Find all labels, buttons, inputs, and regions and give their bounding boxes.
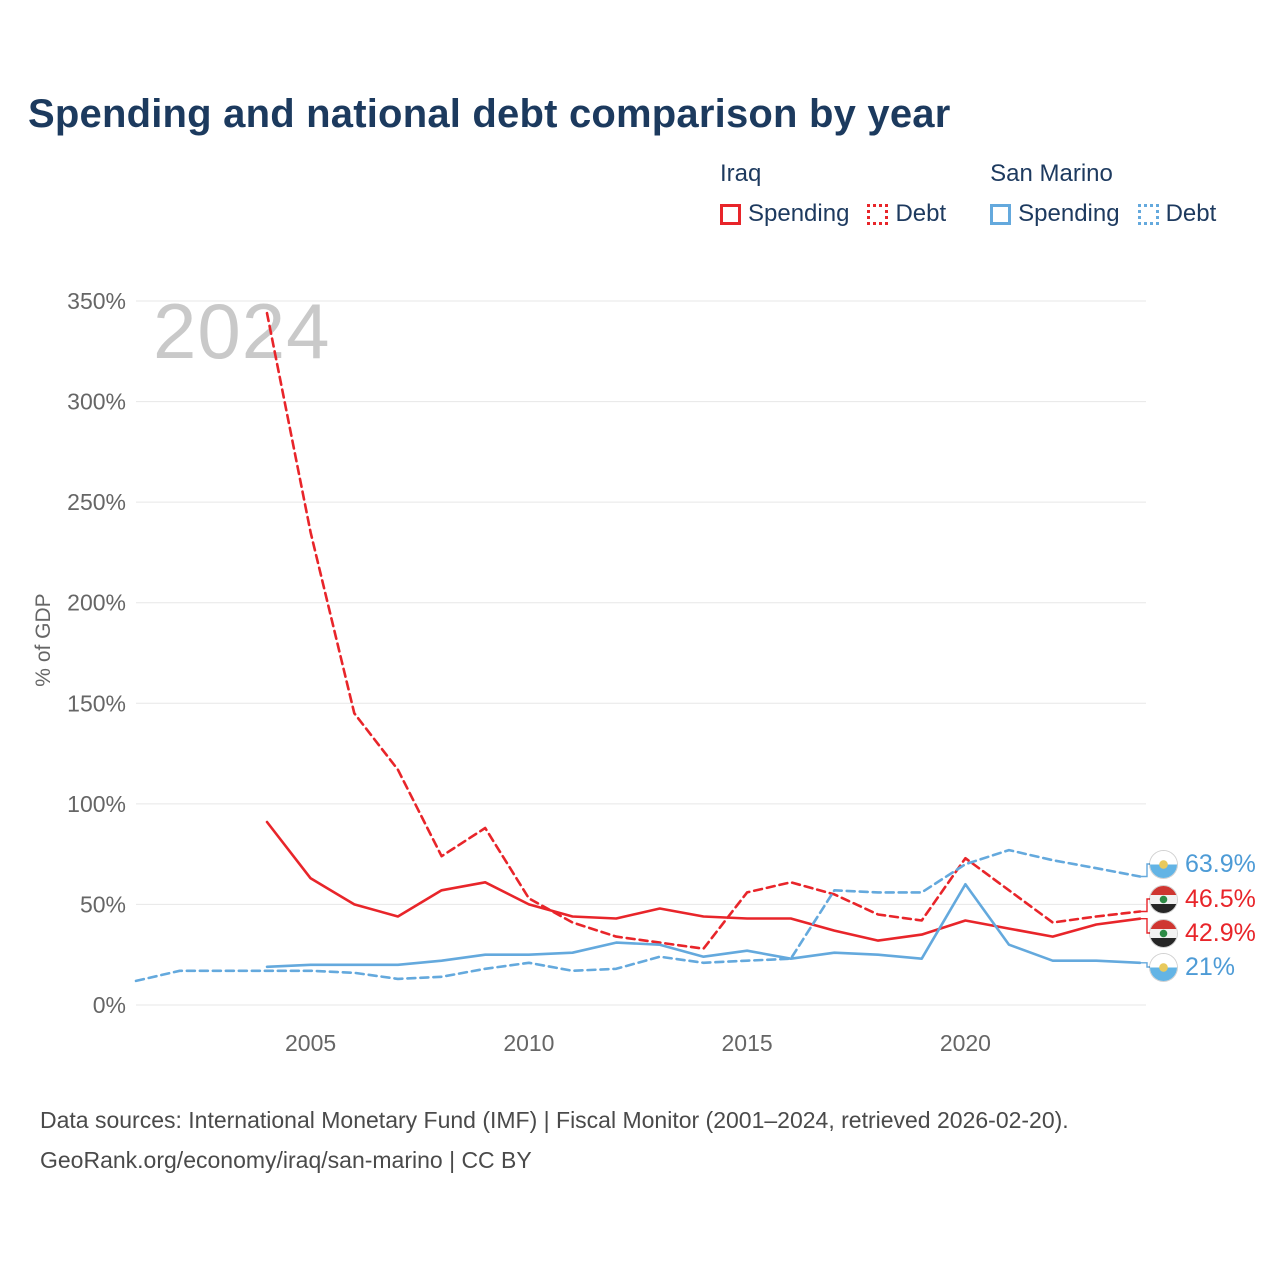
chart-title: Spending and national debt comparison by… [28, 92, 951, 136]
y-tick-label: 300% [67, 389, 126, 415]
san-marino-flag-icon [1150, 953, 1177, 981]
iraq-spending-swatch-icon [720, 203, 741, 225]
legend: Iraq Spending Debt San Marino Spending [720, 160, 1216, 228]
end-label-iraq-spending: 42.9% [1150, 918, 1256, 948]
legend-items-san-marino: Spending Debt [990, 200, 1216, 228]
legend-items-iraq: Spending Debt [720, 200, 946, 228]
end-label-iraq-debt: 46.5% [1150, 884, 1256, 914]
legend-item-iraq-debt: Debt [867, 200, 946, 228]
label-connector [1141, 898, 1152, 913]
footer-line-2: GeoRank.org/economy/iraq/san-marino | CC… [40, 1147, 532, 1173]
end-label-value-iraq-debt: 46.5% [1185, 884, 1256, 913]
legend-group-san-marino: San Marino Spending Debt [990, 160, 1216, 228]
legend-item-san-marino-spending: Spending [990, 200, 1120, 228]
line-san-marino-spending [265, 882, 1142, 969]
end-label-san-marino-spending: 21% [1150, 952, 1235, 982]
y-tick-label: 50% [80, 891, 126, 917]
legend-country-san-marino: San Marino [990, 160, 1113, 187]
line-iraq-spending [265, 820, 1142, 942]
legend-country-iraq: Iraq [720, 160, 762, 187]
line-iraq-debt [265, 311, 1142, 951]
legend-label-san-marino-debt: Debt [1165, 200, 1217, 227]
x-tick-label: 2020 [940, 1030, 991, 1056]
iraq-flag-icon [1150, 919, 1177, 947]
x-tick-label: 2005 [285, 1030, 336, 1056]
iraq-debt-swatch-icon [867, 203, 889, 225]
san-marino-debt-swatch-icon [1137, 203, 1159, 225]
san-marino-flag-icon [1150, 850, 1177, 878]
legend-group-iraq: Iraq Spending Debt [720, 160, 946, 228]
legend-label-iraq-debt: Debt [895, 200, 947, 227]
y-tick-label: 100% [67, 791, 126, 817]
y-tick-label: 0% [93, 992, 126, 1018]
legend-label-san-marino-spending: Spending [1018, 200, 1120, 227]
y-tick-label: 350% [67, 288, 126, 314]
x-tick-label: 2010 [503, 1030, 554, 1056]
line-san-marino-debt [134, 848, 1142, 983]
x-tick-label: 2015 [722, 1030, 773, 1056]
end-label-value-san-marino-debt: 63.9% [1185, 849, 1256, 878]
label-connector [1141, 863, 1152, 878]
y-tick-label: 250% [67, 489, 126, 515]
end-label-san-marino-debt: 63.9% [1150, 849, 1256, 879]
y-tick-label: 200% [67, 590, 126, 616]
footer-line-1: Data sources: International Monetary Fun… [40, 1107, 1069, 1133]
legend-label-iraq-spending: Spending [748, 200, 850, 227]
iraq-flag-icon [1150, 885, 1177, 913]
label-connector [1141, 918, 1152, 934]
end-label-value-san-marino-spending: 21% [1185, 952, 1236, 981]
legend-item-san-marino-debt: Debt [1137, 200, 1217, 228]
y-tick-label: 150% [67, 690, 126, 716]
legend-item-iraq-spending: Spending [720, 200, 849, 228]
end-label-value-iraq-spending: 42.9% [1185, 918, 1256, 947]
data-sources: Data sources: International Monetary Fun… [40, 1100, 1069, 1180]
san-marino-spending-swatch-icon [990, 203, 1012, 225]
label-connector [1141, 962, 1152, 968]
watermark-year: 2024 [153, 287, 331, 375]
